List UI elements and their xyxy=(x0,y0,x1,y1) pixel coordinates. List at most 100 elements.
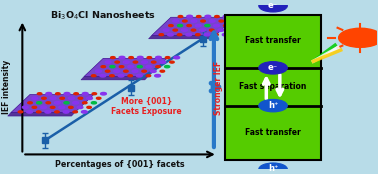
Circle shape xyxy=(37,93,42,95)
Text: e⁻: e⁻ xyxy=(268,63,278,72)
Circle shape xyxy=(111,57,115,59)
Circle shape xyxy=(191,20,197,22)
Circle shape xyxy=(215,15,219,17)
Circle shape xyxy=(73,102,79,104)
Text: h⁺: h⁺ xyxy=(268,101,278,110)
Circle shape xyxy=(128,75,132,77)
Circle shape xyxy=(45,111,51,113)
Circle shape xyxy=(237,20,242,22)
Circle shape xyxy=(118,74,124,77)
Circle shape xyxy=(119,56,125,59)
Text: Percentages of {001} facets: Percentages of {001} facets xyxy=(55,160,185,169)
Circle shape xyxy=(64,102,69,104)
Circle shape xyxy=(160,70,164,72)
Circle shape xyxy=(195,24,201,27)
Circle shape xyxy=(82,102,87,104)
Circle shape xyxy=(22,106,28,109)
Circle shape xyxy=(259,62,287,74)
Circle shape xyxy=(105,61,111,63)
Circle shape xyxy=(200,29,206,31)
Circle shape xyxy=(183,20,187,22)
Circle shape xyxy=(214,34,218,36)
Circle shape xyxy=(50,106,55,108)
Circle shape xyxy=(64,92,70,95)
Text: Fast transfer: Fast transfer xyxy=(245,128,301,137)
Circle shape xyxy=(56,93,60,95)
Circle shape xyxy=(101,92,106,95)
Circle shape xyxy=(177,25,183,27)
Circle shape xyxy=(69,106,73,108)
Circle shape xyxy=(110,66,115,68)
Circle shape xyxy=(46,102,51,104)
Circle shape xyxy=(242,15,247,18)
Circle shape xyxy=(156,56,161,59)
Text: h⁺: h⁺ xyxy=(268,164,278,173)
Circle shape xyxy=(110,75,114,77)
Circle shape xyxy=(223,15,229,18)
Circle shape xyxy=(173,29,177,31)
Circle shape xyxy=(40,106,46,109)
Text: Stronger IEF: Stronger IEF xyxy=(214,60,223,114)
Circle shape xyxy=(114,70,119,72)
Circle shape xyxy=(146,75,151,77)
Circle shape xyxy=(259,0,287,12)
Circle shape xyxy=(205,25,210,27)
Circle shape xyxy=(32,106,37,108)
Circle shape xyxy=(186,33,192,36)
Circle shape xyxy=(209,20,215,22)
Circle shape xyxy=(137,56,143,59)
Circle shape xyxy=(115,61,119,63)
Circle shape xyxy=(55,111,59,113)
Circle shape xyxy=(119,66,124,68)
Circle shape xyxy=(177,34,182,36)
FancyBboxPatch shape xyxy=(225,15,321,160)
Circle shape xyxy=(137,66,143,68)
Polygon shape xyxy=(8,113,75,116)
Circle shape xyxy=(197,15,201,17)
Circle shape xyxy=(36,111,41,113)
Circle shape xyxy=(214,24,219,27)
Text: Bi$_3$O$_4$Cl Nanosheets: Bi$_3$O$_4$Cl Nanosheets xyxy=(50,10,156,22)
Circle shape xyxy=(209,29,214,31)
Circle shape xyxy=(105,70,110,72)
Circle shape xyxy=(46,92,52,95)
Circle shape xyxy=(60,97,64,99)
Polygon shape xyxy=(11,94,94,113)
Circle shape xyxy=(92,93,97,95)
Circle shape xyxy=(142,70,146,72)
Circle shape xyxy=(170,61,174,63)
Circle shape xyxy=(91,75,96,77)
Circle shape xyxy=(259,99,287,112)
Circle shape xyxy=(218,29,224,31)
Circle shape xyxy=(163,29,169,31)
Circle shape xyxy=(147,57,152,59)
Circle shape xyxy=(187,15,192,18)
Circle shape xyxy=(201,20,205,22)
Circle shape xyxy=(101,66,105,68)
Text: Fast transfer: Fast transfer xyxy=(245,36,301,45)
Circle shape xyxy=(191,29,196,31)
Circle shape xyxy=(18,111,23,113)
Circle shape xyxy=(68,97,74,100)
Circle shape xyxy=(81,111,87,113)
Circle shape xyxy=(167,33,174,36)
Circle shape xyxy=(100,74,106,77)
Circle shape xyxy=(146,65,152,68)
Circle shape xyxy=(155,74,160,77)
Circle shape xyxy=(228,20,233,22)
Circle shape xyxy=(181,29,187,31)
Circle shape xyxy=(63,111,69,113)
Circle shape xyxy=(259,163,287,174)
Circle shape xyxy=(233,15,237,17)
Circle shape xyxy=(339,28,378,47)
Circle shape xyxy=(156,66,160,68)
Circle shape xyxy=(28,102,32,104)
Circle shape xyxy=(169,25,173,27)
Circle shape xyxy=(160,61,166,63)
Text: e⁻: e⁻ xyxy=(268,1,278,10)
Circle shape xyxy=(159,34,164,36)
Circle shape xyxy=(222,33,228,36)
Circle shape xyxy=(82,92,88,95)
Text: Fast separation: Fast separation xyxy=(239,82,307,91)
Circle shape xyxy=(174,56,180,59)
